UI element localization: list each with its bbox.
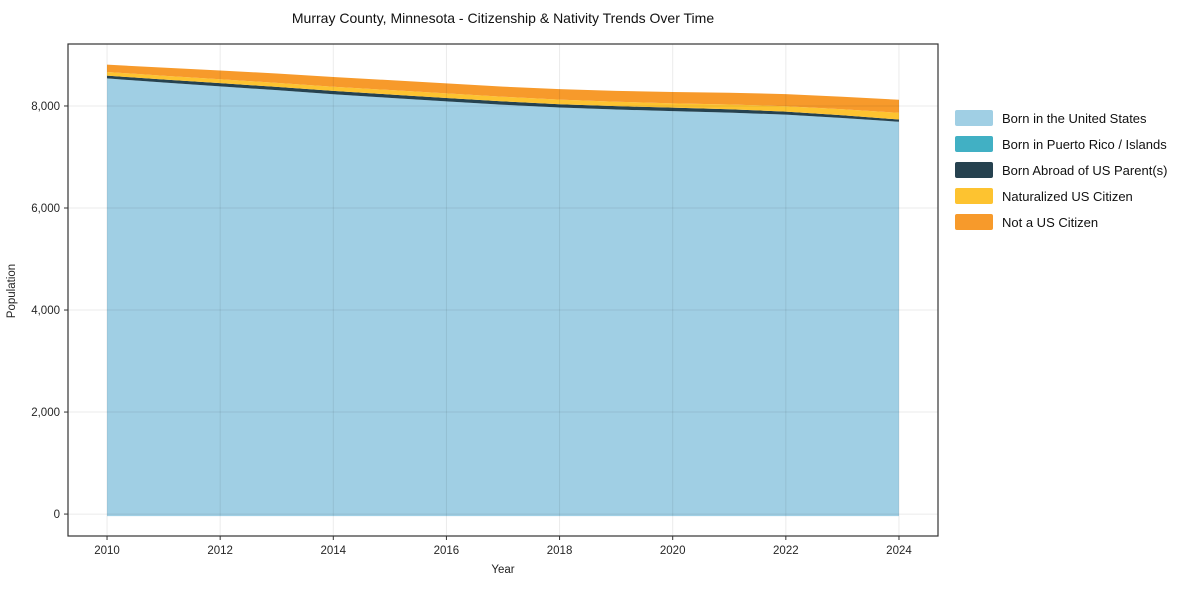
legend-item-not-a-us-citizen: Not a US Citizen (955, 214, 1167, 230)
y-tick-label: 4,000 (31, 305, 60, 317)
y-tick-label: 0 (54, 509, 60, 521)
y-tick-label: 6,000 (31, 203, 60, 215)
legend-swatch-born-in-the-united-states (955, 110, 993, 126)
x-tick-label: 2016 (434, 545, 460, 557)
legend-label-not-a-us-citizen: Not a US Citizen (1002, 214, 1099, 230)
area-series-naturalized-us-citizen (107, 71, 899, 120)
x-tick-label: 2024 (886, 545, 912, 557)
x-tick-label: 2018 (547, 545, 573, 557)
area-series-born-abroad-of-us-parent-s- (107, 75, 899, 122)
y-axis-label: Population (6, 263, 18, 319)
legend-swatch-not-a-us-citizen (955, 214, 993, 230)
legend-item-naturalized-us-citizen: Naturalized US Citizen (955, 188, 1167, 204)
legend-label-born-abroad-of-us-parent-s-: Born Abroad of US Parent(s) (1002, 162, 1168, 178)
legend-swatch-born-abroad-of-us-parent-s- (955, 162, 993, 178)
legend-label-born-in-the-united-states: Born in the United States (1002, 110, 1147, 126)
legend-item-born-abroad-of-us-parent-s-: Born Abroad of US Parent(s) (955, 162, 1167, 178)
legend: Born in the United States Born in Puerto … (955, 110, 1167, 230)
legend-item-born-in-puerto-rico-islands: Born in Puerto Rico / Islands (955, 136, 1167, 152)
x-tick-label: 2010 (94, 545, 120, 557)
x-tick-label: 2012 (207, 545, 233, 557)
legend-label-naturalized-us-citizen: Naturalized US Citizen (1002, 188, 1133, 204)
legend-swatch-naturalized-us-citizen (955, 188, 993, 204)
y-tick-label: 8,000 (31, 101, 60, 113)
y-tick-label: 2,000 (31, 407, 60, 419)
area-series-born-in-the-united-states (107, 78, 899, 517)
x-tick-label: 2022 (773, 545, 799, 557)
area-series-not-a-us-citizen (107, 64, 899, 113)
legend-swatch-born-in-puerto-rico-islands (955, 136, 993, 152)
x-tick-label: 2014 (321, 545, 347, 557)
legend-item-born-in-the-united-states: Born in the United States (955, 110, 1167, 126)
plot-border (67, 43, 939, 537)
chart-title: Murray County, Minnesota - Citizenship &… (291, 10, 715, 26)
x-axis-label: Year (491, 564, 515, 576)
legend-label-born-in-puerto-rico-islands: Born in Puerto Rico / Islands (1002, 136, 1167, 152)
x-tick-label: 2020 (660, 545, 686, 557)
